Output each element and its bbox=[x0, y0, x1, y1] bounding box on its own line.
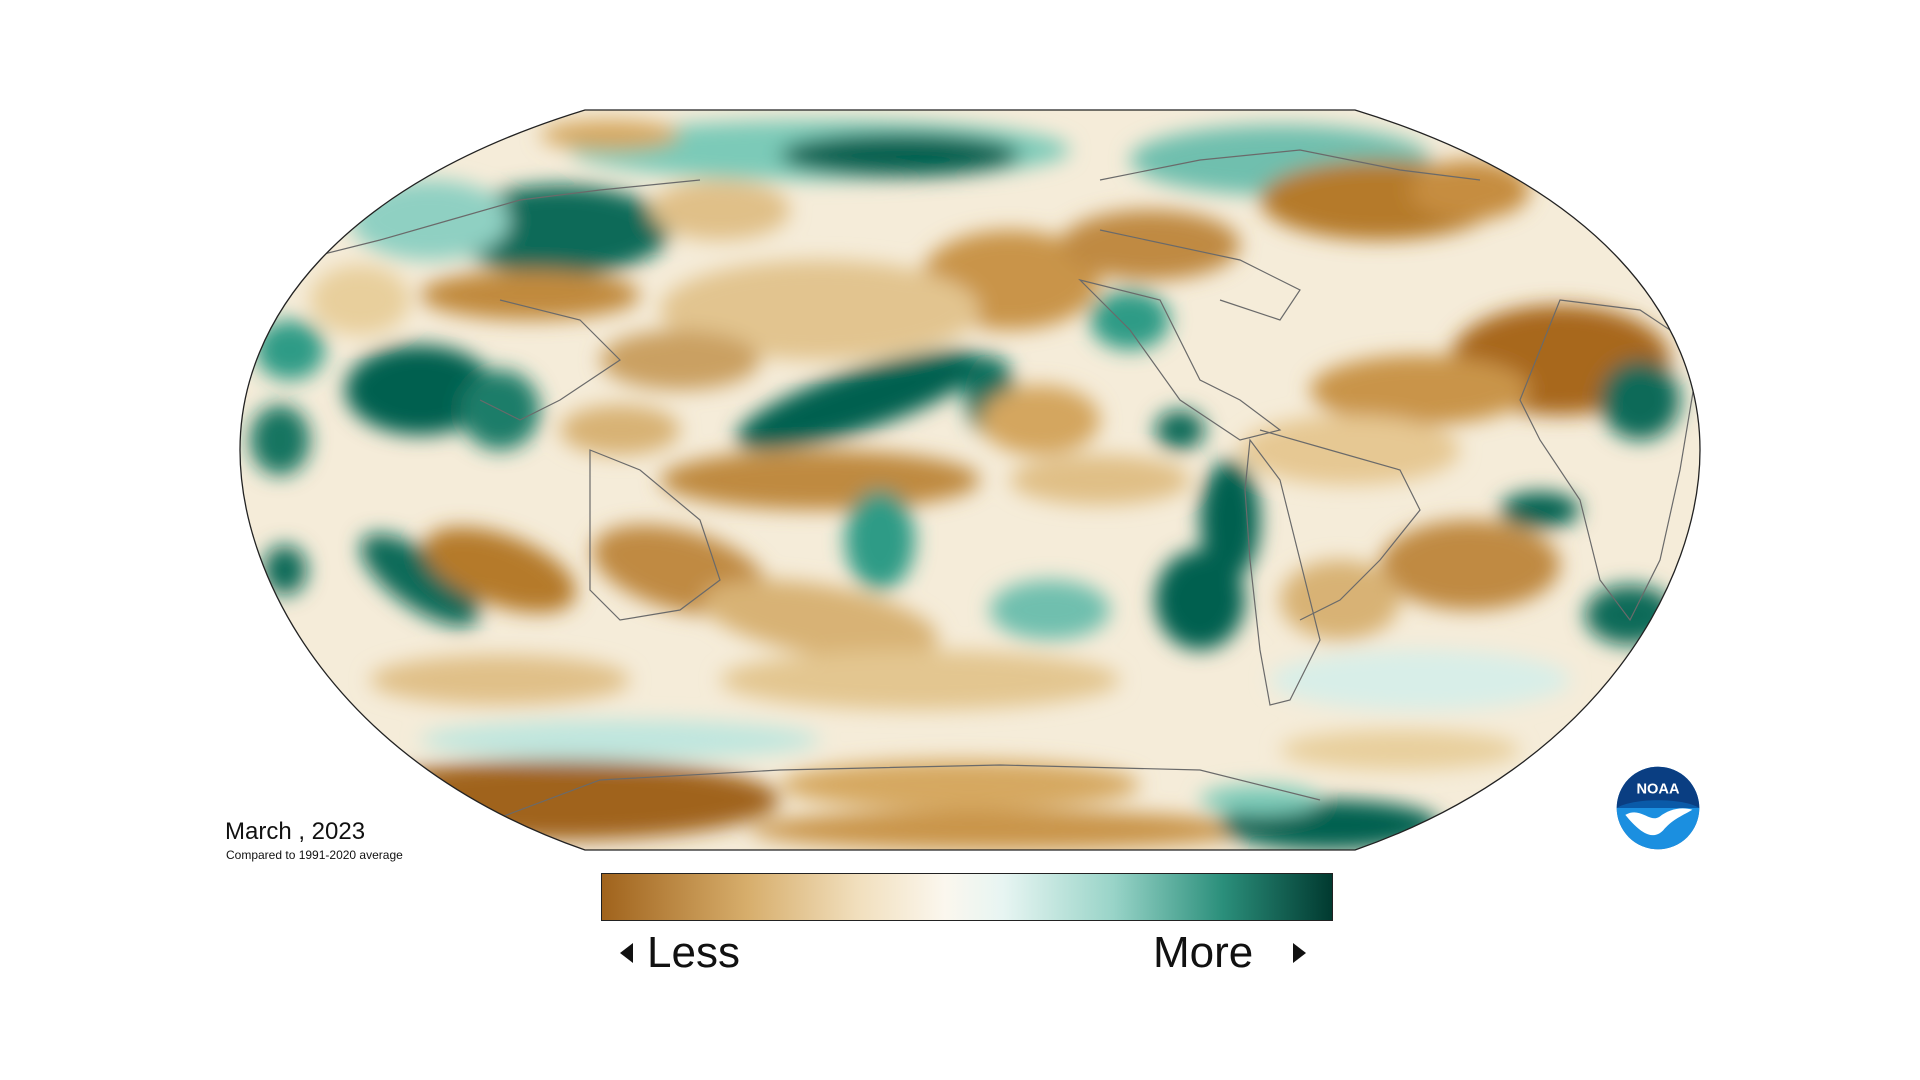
arrow-right-icon bbox=[1293, 943, 1307, 963]
arrow-left-icon bbox=[620, 943, 633, 963]
legend-less-label: Less bbox=[647, 928, 740, 977]
legend-less: Less bbox=[620, 928, 740, 978]
legend-more-label: More bbox=[1153, 928, 1254, 977]
baseline-note: Compared to 1991-2020 average bbox=[226, 848, 403, 862]
legend-more: More bbox=[1153, 928, 1307, 978]
map-date-label: March , 2023 bbox=[225, 818, 366, 845]
coastlines bbox=[299, 149, 1700, 841]
noaa-logo: NOAA bbox=[1616, 766, 1700, 850]
anomaly-field bbox=[240, 110, 1700, 850]
legend-colorbar bbox=[601, 873, 1333, 921]
anomaly-blobs bbox=[250, 120, 1680, 850]
noaa-logo-text: NOAA bbox=[1636, 781, 1679, 797]
globe-outline bbox=[239, 109, 1701, 851]
